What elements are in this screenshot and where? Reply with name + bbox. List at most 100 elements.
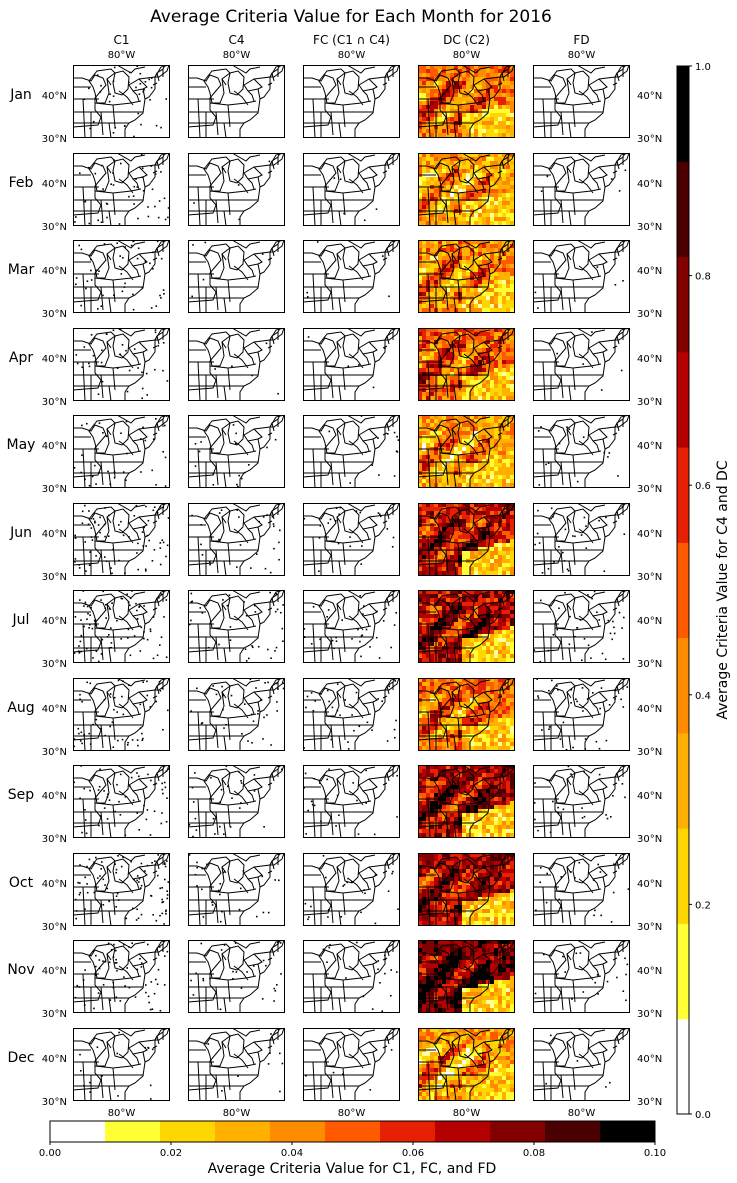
heat-cell: [470, 376, 474, 380]
heat-cell: [494, 746, 498, 750]
heat-cell: [498, 328, 502, 332]
heat-cell: [470, 742, 474, 746]
speck: [162, 289, 165, 291]
heat-cell: [474, 181, 478, 185]
heat-cell: [478, 630, 482, 634]
heat-cell: [430, 380, 434, 384]
heat-cell: [494, 121, 498, 125]
heat-cell: [454, 439, 458, 443]
speck: [261, 253, 264, 255]
heat-cell: [438, 396, 442, 400]
speck: [598, 619, 600, 621]
speck: [160, 171, 162, 173]
speck: [129, 604, 131, 607]
heat-cell: [430, 332, 434, 336]
heat-cell: [486, 622, 490, 626]
heat-cell: [418, 197, 422, 201]
heat-cell: [450, 555, 454, 559]
heat-cell: [446, 630, 450, 634]
heat-cell: [506, 571, 510, 575]
heat-cell: [430, 543, 434, 547]
heat-cell: [502, 642, 506, 646]
heat-cell: [430, 738, 434, 742]
heat-cell: [510, 531, 514, 535]
heat-cell: [458, 722, 462, 726]
heat-cell: [422, 638, 426, 642]
speck: [162, 541, 165, 544]
heat-cell: [498, 308, 502, 312]
heat-cell: [478, 252, 482, 256]
heat-cell: [502, 634, 506, 638]
heat-cell: [430, 157, 434, 161]
heat-cell: [498, 268, 502, 272]
speck: [306, 291, 308, 294]
heat-cell: [426, 81, 430, 85]
heat-cell: [466, 642, 470, 646]
heat-cell: [498, 507, 502, 511]
heat-cell: [510, 133, 514, 137]
heat-cell: [462, 388, 466, 392]
heat-cell: [462, 459, 466, 463]
heat-cell: [458, 459, 462, 463]
speck: [613, 626, 615, 629]
speck: [139, 650, 142, 652]
heat-cell: [486, 718, 490, 722]
heat-cell: [506, 777, 510, 781]
heat-cell: [418, 113, 422, 117]
heat-cell: [506, 189, 510, 193]
heat-cell: [422, 658, 426, 662]
heat-cell: [470, 551, 474, 555]
heat-cell: [506, 201, 510, 205]
heat-cell: [418, 547, 422, 551]
heat-cell: [494, 260, 498, 264]
heat-cell: [442, 443, 446, 447]
heat-cell: [510, 694, 514, 698]
speck: [254, 611, 257, 613]
heat-cell: [426, 201, 430, 205]
heat-cell: [506, 567, 510, 571]
heat-cell: [450, 240, 454, 244]
heat-cell: [502, 765, 506, 769]
heat-cell: [430, 65, 434, 69]
heat-cell: [438, 606, 442, 610]
heat-cell: [474, 427, 478, 431]
heat-cell: [482, 161, 486, 165]
heat-cell: [466, 443, 470, 447]
heat-cell: [462, 284, 466, 288]
heat-cell: [446, 702, 450, 706]
heat-cell: [502, 714, 506, 718]
heat-cell: [418, 459, 422, 463]
heat-cell: [442, 658, 446, 662]
heat-cell: [482, 543, 486, 547]
heat-cell: [458, 81, 462, 85]
heat-cell: [498, 475, 502, 479]
heat-cell: [482, 765, 486, 769]
heat-cell: [486, 392, 490, 396]
heat-cell: [490, 73, 494, 77]
heat-cell: [438, 300, 442, 304]
speck: [94, 172, 97, 175]
speck: [85, 647, 88, 650]
heat-cell: [454, 364, 458, 368]
heat-cell: [494, 288, 498, 292]
heat-cell: [466, 427, 470, 431]
heat-cell: [454, 328, 458, 332]
speck: [572, 535, 574, 537]
speck: [335, 520, 337, 522]
heat-cell: [418, 181, 422, 185]
heat-cell: [438, 571, 442, 575]
map-panel: [533, 240, 630, 313]
heat-cell: [462, 93, 466, 97]
heat-cell: [442, 523, 446, 527]
heat-cell: [486, 308, 490, 312]
heat-cell: [470, 213, 474, 217]
heat-cell: [438, 372, 442, 376]
heat-cell: [482, 511, 486, 515]
heat-cell: [498, 642, 502, 646]
heat-cell: [490, 634, 494, 638]
heat-cell: [442, 173, 446, 177]
heat-cell: [490, 117, 494, 121]
heat-cell: [474, 89, 478, 93]
heat-cell: [510, 698, 514, 702]
heat-cell: [426, 113, 430, 117]
